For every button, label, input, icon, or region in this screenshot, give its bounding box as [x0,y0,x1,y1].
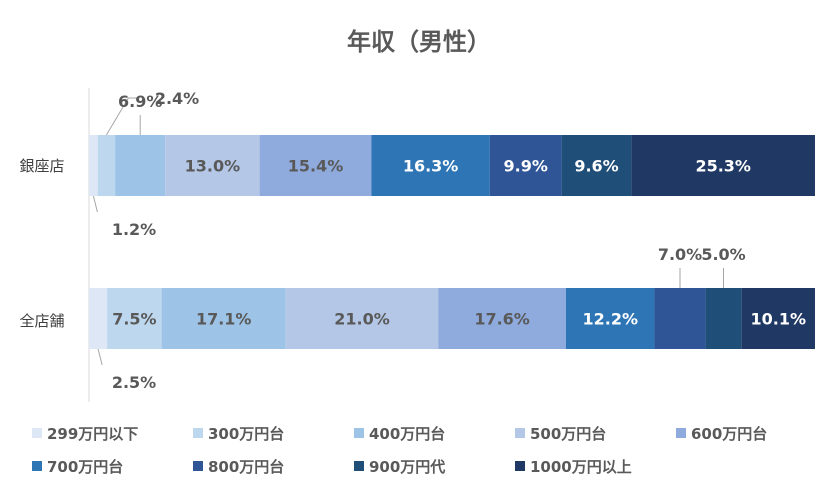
legend-label: 300万円台 [208,425,284,443]
data-label: 21.0% [334,310,390,329]
data-label: 7.5% [112,310,156,329]
bar-segment [438,288,566,349]
bar-segment [161,288,286,349]
legend-swatch [515,428,525,438]
bar-segment [97,135,116,196]
legend-label: 500万円台 [530,425,606,443]
data-label: 1.2% [112,220,156,239]
bar-segment [631,135,815,196]
data-label: 13.0% [185,157,241,176]
leader-line [105,97,138,136]
data-label: 6.9% [118,92,162,111]
category-label-ginza: 銀座店 [19,157,64,175]
leader-line [97,348,103,366]
data-label: 10.1% [751,310,807,329]
legend-swatch [354,428,364,438]
legend-swatch [515,461,525,471]
legend-label: 700万円台 [47,458,123,476]
chart-title: 年収（男性） [347,28,491,56]
data-label: 15.4% [288,157,344,176]
legend-swatch [32,461,42,471]
data-label: 2.5% [112,373,156,392]
data-label: 9.9% [504,157,548,176]
data-label: 25.3% [695,157,751,176]
bar-segment [705,288,742,349]
bar-segment [489,135,562,196]
bar-segment [561,135,632,196]
bar-segment [654,288,706,349]
bar-segment [165,135,260,196]
data-label: 9.6% [574,157,618,176]
bar-segment [741,288,815,349]
bar-segment [285,288,439,349]
legend-label: 299万円以下 [47,425,138,443]
data-label: 17.6% [474,310,530,329]
category-label-all-stores: 全店舗 [19,312,64,330]
bar-segment [371,135,490,196]
bar-segment [115,135,166,196]
bar-segment [89,135,98,196]
legend-label: 800万円台 [208,458,284,476]
legend-label: 600万円台 [691,425,767,443]
legend-swatch [676,428,686,438]
legend-label: 1000万円以上 [530,458,632,476]
bar-segment [89,288,108,349]
bar-segment [259,135,372,196]
data-label: 7.0% [658,245,702,264]
data-label: 2.4% [155,89,199,108]
bar-segment [565,288,655,349]
legend-label: 900万円代 [369,458,445,476]
data-label: 16.3% [403,157,459,176]
legend-label: 400万円台 [369,425,445,443]
bar-segment [107,288,162,349]
legend-swatch [354,461,364,471]
legend-swatch [193,461,203,471]
data-label: 17.1% [196,310,252,329]
data-label: 5.0% [701,245,745,264]
data-label: 12.2% [583,310,639,329]
leader-line [92,195,98,213]
legend-swatch [193,428,203,438]
legend-swatch [32,428,42,438]
